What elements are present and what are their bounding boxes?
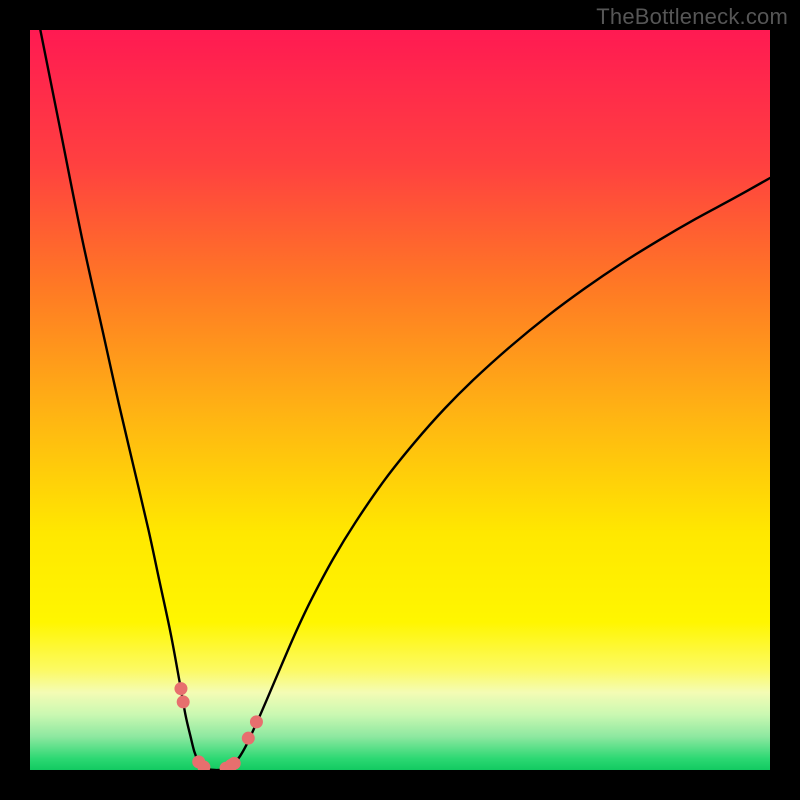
data-marker — [198, 761, 210, 770]
data-marker — [175, 683, 187, 695]
watermark-text: TheBottleneck.com — [596, 4, 788, 30]
data-marker — [177, 696, 189, 708]
chart-background — [30, 30, 770, 770]
data-marker — [228, 757, 240, 769]
chart-frame: TheBottleneck.com — [0, 0, 800, 800]
bottleneck-chart — [30, 30, 770, 770]
data-marker — [242, 732, 254, 744]
data-marker — [250, 716, 262, 728]
